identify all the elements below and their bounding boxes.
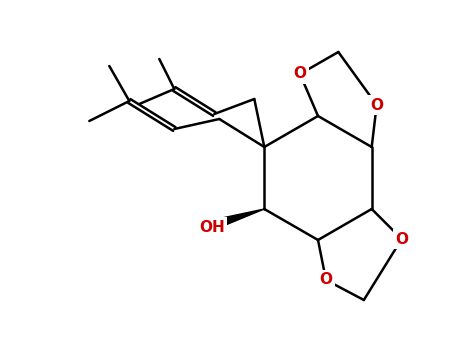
Polygon shape (221, 209, 264, 226)
Text: OH: OH (199, 219, 225, 234)
Text: O: O (370, 98, 383, 112)
Text: O: O (293, 66, 307, 82)
Text: O: O (319, 273, 333, 287)
Text: O: O (395, 231, 408, 246)
